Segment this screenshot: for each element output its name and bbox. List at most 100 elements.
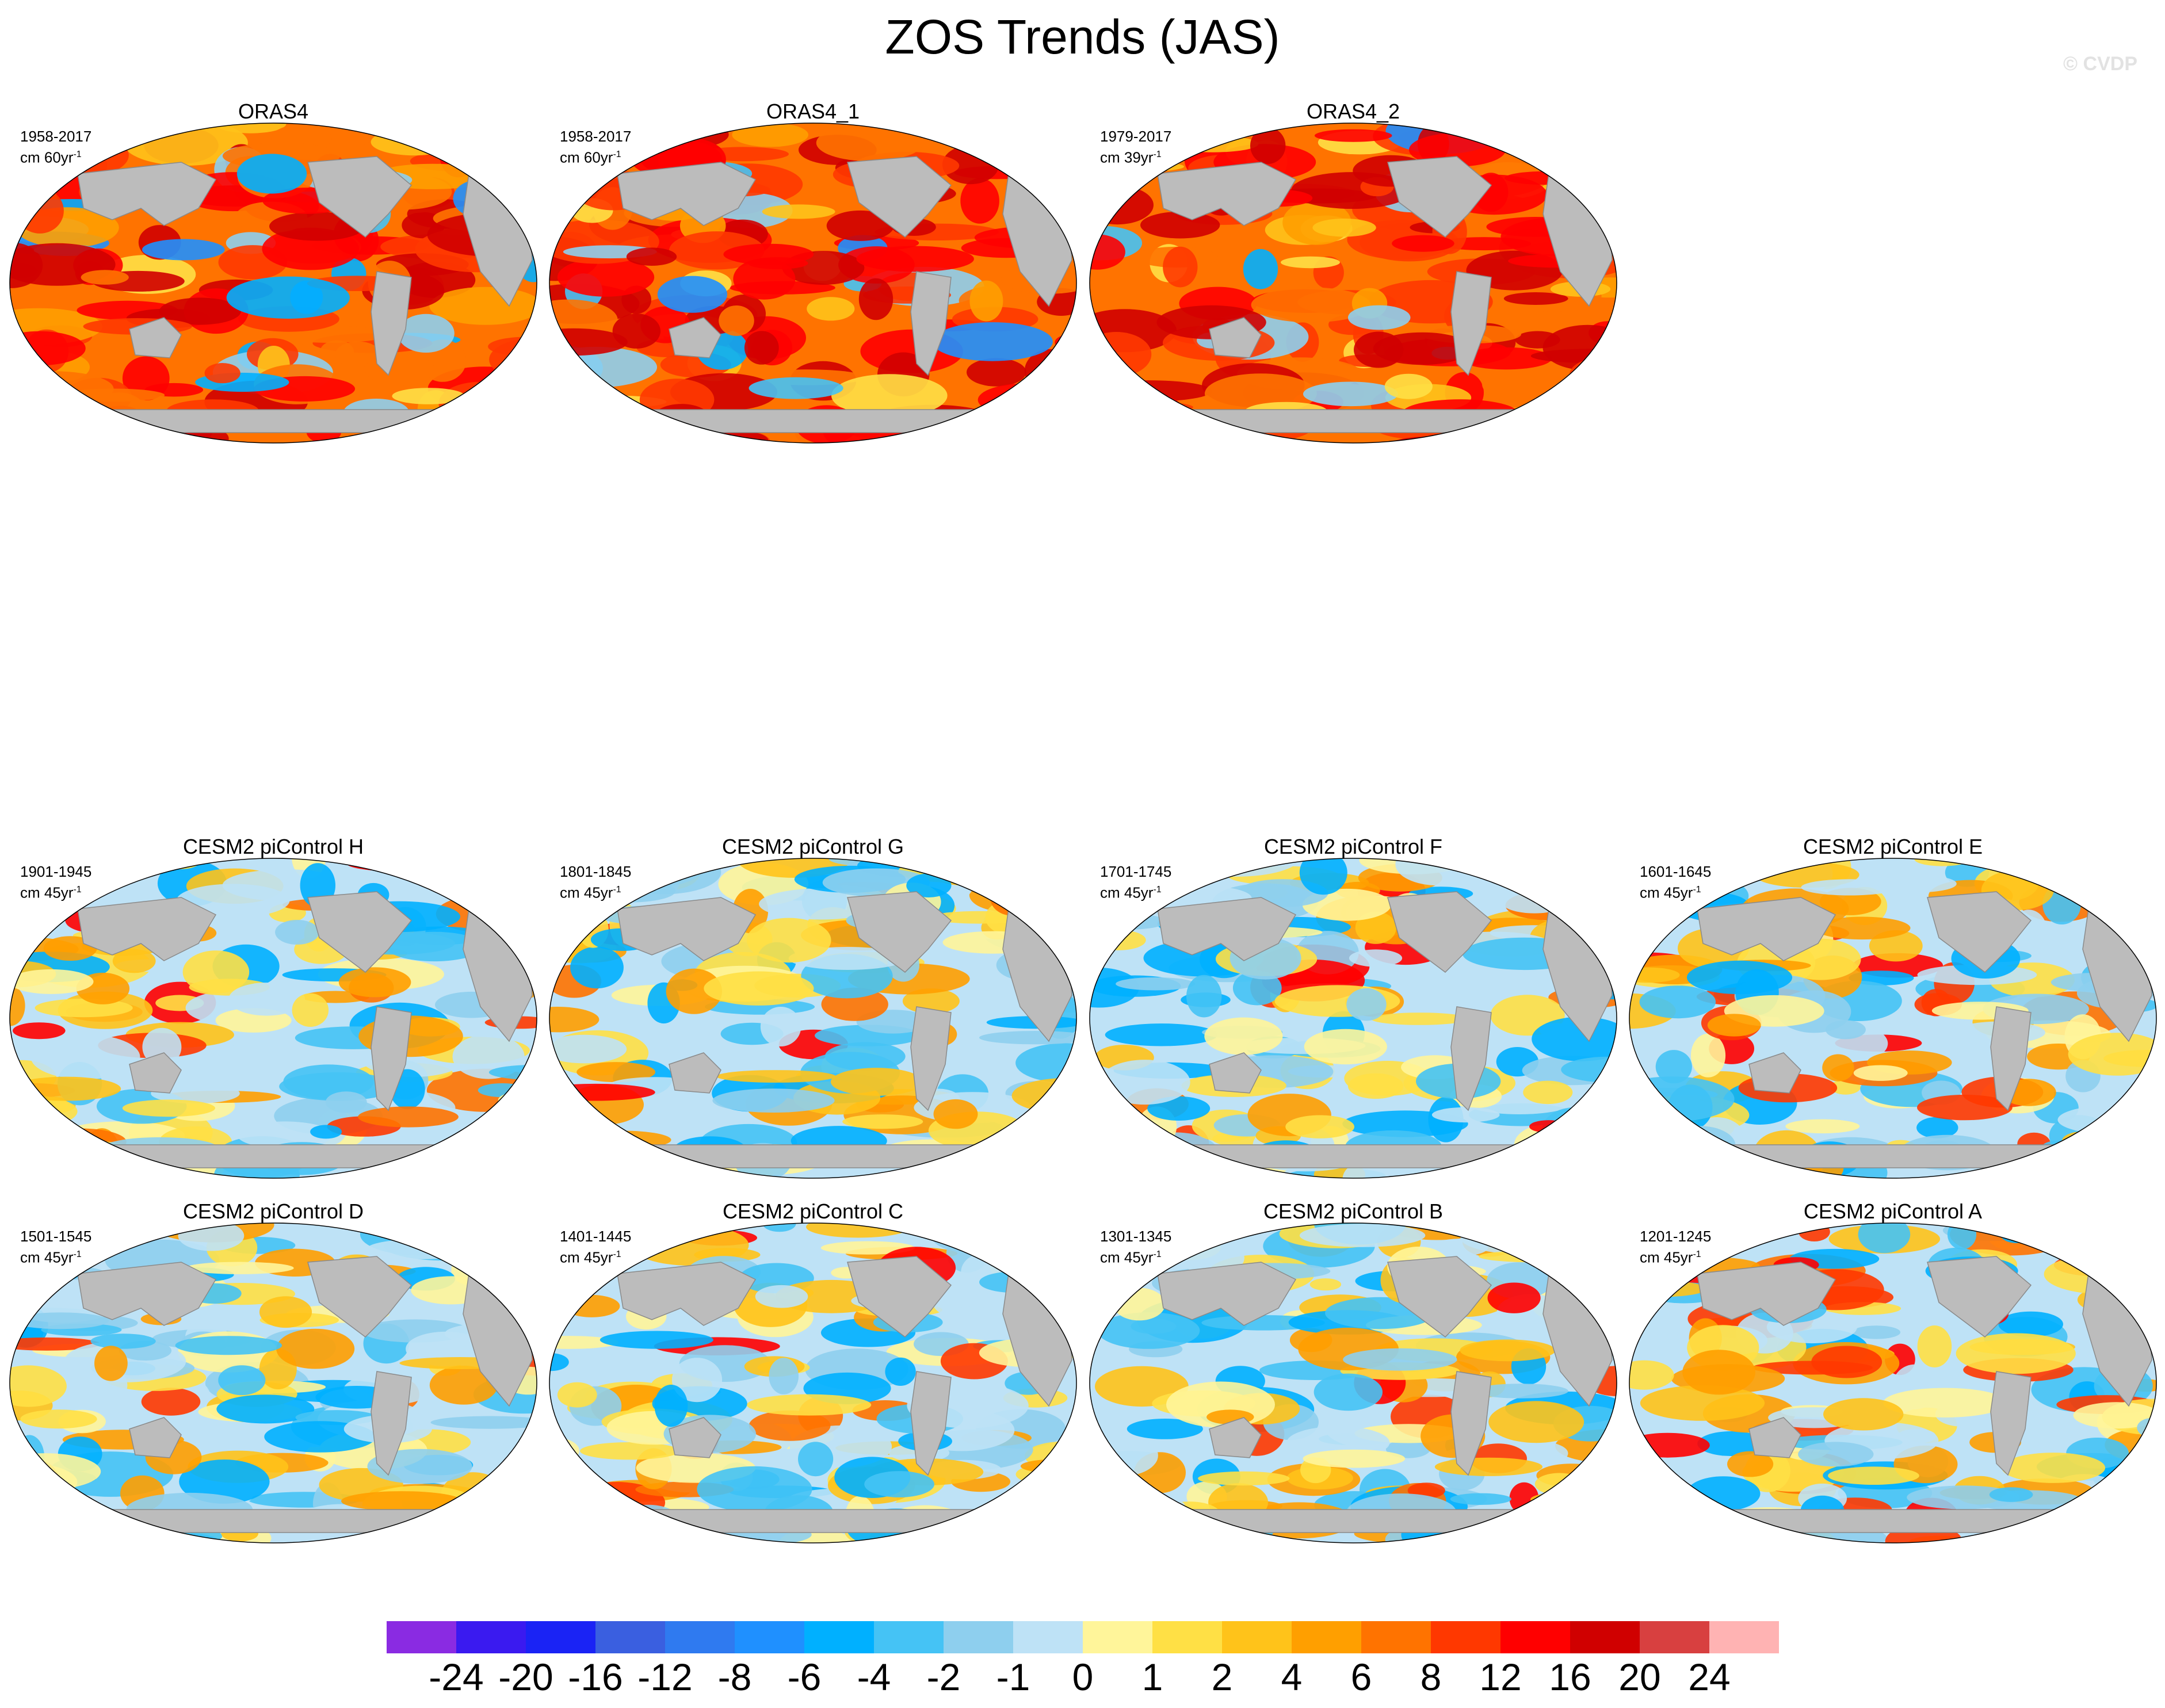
trend-cell <box>979 1031 1076 1045</box>
trend-cell <box>885 1357 916 1386</box>
unit-label: cm 45yr-1 <box>1640 1248 1701 1266</box>
trend-cell <box>549 1509 597 1543</box>
trend-cell <box>549 1336 619 1349</box>
trend-cell <box>1822 1054 1854 1082</box>
trend-cell <box>1629 1523 1702 1543</box>
trend-cell <box>275 920 319 945</box>
land-mass <box>1157 1262 1297 1326</box>
trend-cell <box>1532 1017 1617 1061</box>
trend-cell <box>580 1442 679 1460</box>
trend-cell <box>112 949 156 973</box>
trend-cell <box>1823 1398 1904 1431</box>
trend-cell <box>1655 1050 1692 1084</box>
trend-cell <box>216 1394 315 1424</box>
panel-cesm_h: CESM2 piControl H 1901-1945 cm 45yr-1 <box>9 834 538 1179</box>
trend-cell <box>228 983 306 1016</box>
world-map <box>1089 1222 1617 1543</box>
map-outline <box>1089 1222 1617 1543</box>
trend-cell <box>704 971 814 1006</box>
trend-cell <box>1897 1428 1936 1444</box>
trend-cell <box>1105 1131 1158 1144</box>
unit-label: cm 60yr-1 <box>560 148 621 166</box>
trend-cell <box>806 1223 911 1238</box>
map-outline <box>1089 858 1617 1179</box>
trend-cell <box>2073 1402 2156 1429</box>
trend-cell <box>1502 1522 1588 1543</box>
trend-cell <box>1349 949 1403 967</box>
colorbar-swatch <box>387 1621 457 1653</box>
trend-cell <box>81 270 129 285</box>
trend-cell <box>283 1064 374 1099</box>
land-mass <box>847 156 952 238</box>
colorbar-swatch <box>1570 1621 1640 1653</box>
trend-cell <box>769 1358 799 1394</box>
trend-cell <box>16 188 64 234</box>
trend-cell <box>1002 1520 1071 1543</box>
land-mass <box>371 1371 412 1476</box>
trend-cell <box>1313 1373 1383 1411</box>
trend-cell <box>968 403 1017 443</box>
trend-cell <box>276 1328 355 1369</box>
unit-label: cm 45yr-1 <box>1100 884 1162 901</box>
trend-cell <box>557 1382 597 1408</box>
trend-cell <box>159 297 242 325</box>
trend-cell <box>666 968 722 1014</box>
trend-cell <box>755 1285 808 1308</box>
trend-cell <box>1370 1012 1469 1025</box>
trend-cell <box>933 1099 978 1129</box>
trend-cell <box>732 123 809 147</box>
land-mass <box>1990 1371 2032 1476</box>
trend-cell <box>371 128 457 156</box>
trend-cell <box>1798 1442 1874 1467</box>
trend-cell <box>1701 1170 1793 1178</box>
trend-cell <box>1479 1250 1595 1263</box>
trend-cell <box>820 1241 915 1255</box>
trend-cell <box>1588 1156 1617 1178</box>
trend-cell <box>419 858 510 892</box>
period-label: 1979-2017 <box>1100 128 1172 145</box>
map-outline <box>549 123 1077 444</box>
land-mass <box>1450 1006 1492 1111</box>
trend-cell <box>856 246 974 272</box>
trend-cell <box>985 137 1076 162</box>
trend-cell <box>1523 1080 1573 1105</box>
trend-cell <box>1016 877 1076 899</box>
land-mass <box>1156 409 1550 433</box>
trend-cell <box>1534 1227 1617 1256</box>
trend-cell <box>1475 1223 1593 1246</box>
trend-cell <box>10 1164 113 1178</box>
trend-cell <box>218 1365 266 1396</box>
trend-cell <box>1346 988 1387 1021</box>
land-mass <box>1927 1256 2032 1338</box>
trend-cell <box>549 1528 609 1543</box>
colorbar-tick-label: -1 <box>996 1656 1030 1698</box>
trend-cell <box>2092 1158 2156 1178</box>
land-mass <box>1696 1509 2090 1533</box>
trend-cell <box>967 358 1026 387</box>
trend-cell <box>744 331 779 365</box>
trend-cell <box>762 204 835 219</box>
land-mass <box>77 897 217 961</box>
land-mass <box>1209 1052 1262 1094</box>
world-map <box>549 1222 1077 1543</box>
trend-cell <box>562 1131 618 1177</box>
trend-cell <box>2083 1119 2156 1149</box>
trend-cell <box>549 1073 569 1117</box>
trend-cell <box>807 297 855 321</box>
trend-cell <box>2031 858 2143 873</box>
trend-cell <box>1664 1126 1736 1166</box>
trend-cell <box>1312 218 1376 237</box>
trend-cell <box>746 918 831 963</box>
trend-cell <box>1024 1243 1076 1258</box>
colorbar-swatch <box>1083 1621 1153 1653</box>
trend-cell <box>10 1136 74 1157</box>
trend-cell <box>1342 1161 1388 1178</box>
trend-cell <box>985 1228 1031 1250</box>
trend-cell <box>402 858 435 879</box>
trend-cell <box>2073 1223 2135 1255</box>
trend-cell <box>1170 123 1212 154</box>
map-outline <box>549 858 1077 1179</box>
trend-cell <box>30 1034 140 1080</box>
panel-title: ORAS4_1 <box>766 100 860 123</box>
trend-cell <box>1020 1530 1065 1543</box>
